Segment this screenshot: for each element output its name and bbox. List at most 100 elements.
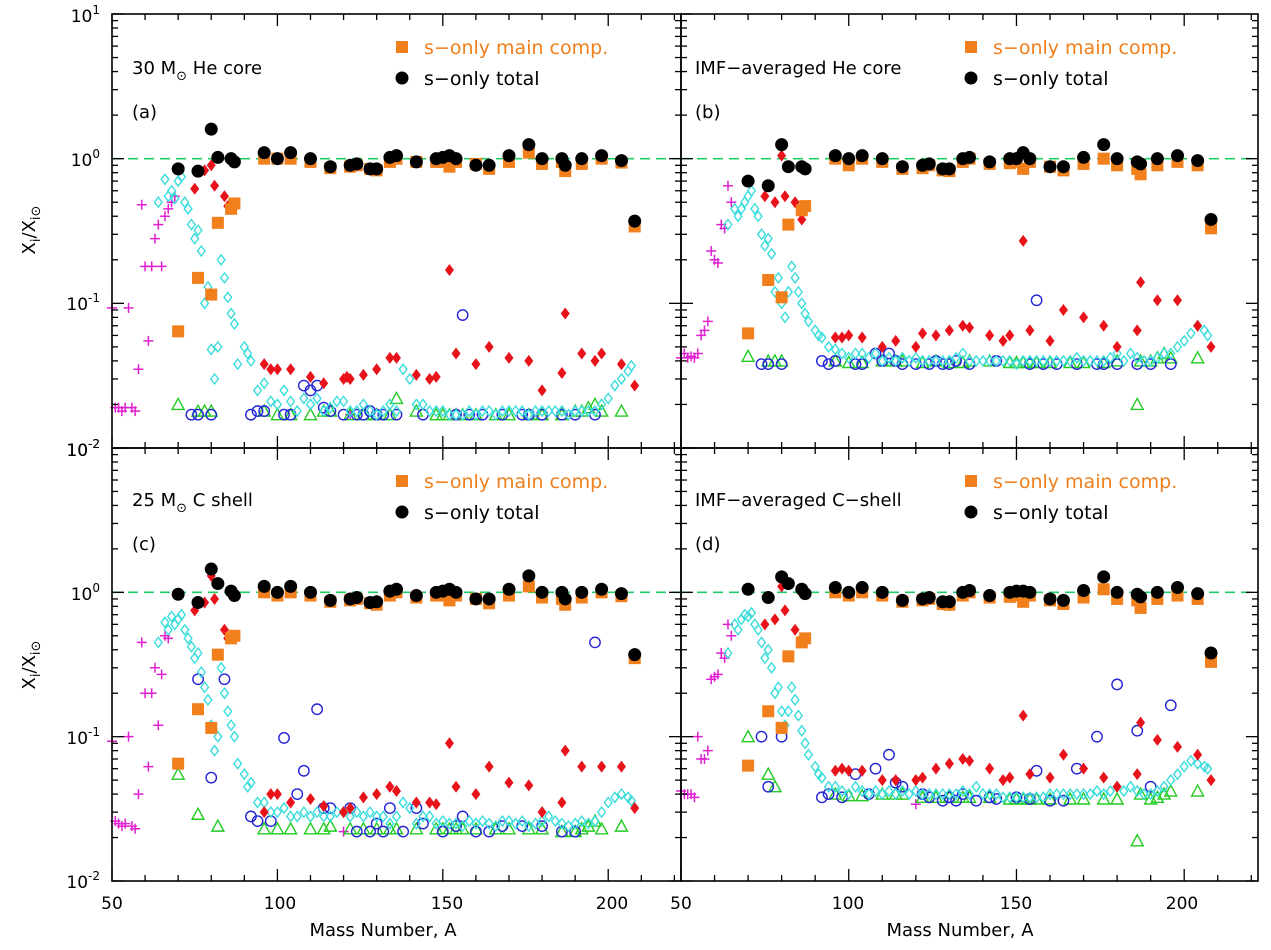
panel2-diamond-filled-point	[770, 196, 780, 209]
panel4-diamond-open-point	[760, 651, 770, 665]
panel2-diamond-open-point	[1139, 354, 1149, 368]
panel3-circle-point	[502, 582, 516, 596]
panel2-circle-point	[875, 152, 889, 166]
panel2-triangle-open-point	[841, 355, 856, 369]
header-part: 30 M	[132, 58, 176, 79]
y-title-part: /X	[19, 220, 40, 238]
panel3-diamond-filled-point	[345, 802, 355, 815]
panel4-triangle-open-point	[1133, 786, 1148, 800]
panel1-diamond-open-point	[219, 271, 230, 285]
panel4-diamond-open-point	[1192, 757, 1203, 770]
panel1-triangle-open-point	[303, 407, 318, 421]
panel3-circle-point	[350, 591, 364, 605]
panel1-square-point	[172, 325, 185, 338]
legend-square-marker	[396, 41, 408, 53]
panel4-diamond-filled-point	[844, 764, 854, 777]
panel2-circle-point	[1191, 154, 1205, 168]
panel4-circle-point	[1191, 587, 1205, 601]
panel-letter-1: (a)	[132, 102, 157, 123]
panel2-diamond-open-point	[991, 354, 1002, 368]
panel1-diamond-open-point	[206, 343, 216, 356]
panel4-diamond-open-point	[810, 760, 820, 773]
panel3-diamond-filled-point	[385, 780, 395, 793]
panel4-diamond-open-point	[917, 787, 928, 801]
panel2-diamond-open-point	[1031, 354, 1042, 368]
panel4-diamond-filled-point	[780, 604, 790, 617]
panel1-diamond-filled-point	[345, 372, 355, 385]
panel1-diamond-open-point	[491, 408, 501, 421]
panel1-diamond-open-point	[242, 347, 253, 360]
panel3-diamond-open-point	[590, 814, 600, 828]
panel2-plus-point	[722, 180, 733, 191]
panel1-circle-open-point	[251, 405, 264, 417]
panel2-diamond-filled-point	[857, 331, 867, 344]
panel3-diamond-open-point	[398, 796, 408, 809]
panel2-diamond-filled-point	[760, 190, 770, 203]
panel4-diamond-open-point	[753, 623, 763, 636]
panel2-circle-point	[798, 162, 812, 176]
panel2-triangle-open-point	[1133, 353, 1148, 367]
panel3-diamond-filled-point	[471, 788, 481, 801]
panel2-diamond-filled-point	[965, 321, 974, 334]
panel3-circle-open-point	[251, 815, 264, 828]
panel2-diamond-open-point	[978, 354, 988, 368]
panel4-diamond-open-point	[733, 623, 743, 636]
tick-base: 10	[66, 873, 88, 893]
panel1-plus-point	[153, 219, 164, 230]
panel1-diamond-open-point	[418, 398, 428, 411]
tick-base: 10	[66, 441, 88, 461]
panel3-circle-point	[469, 592, 483, 606]
tick-base: 10	[71, 151, 93, 171]
panel4-diamond-open-point	[931, 787, 941, 801]
panel3-triangle-open-point	[316, 821, 331, 835]
panel3-circle-point	[449, 585, 463, 599]
panel-header-4: IMF−averaged C−shell	[695, 490, 902, 511]
panel4-diamond-open-point	[870, 784, 881, 798]
panel4-diamond-open-point	[793, 709, 804, 722]
panel2-diamond-open-point	[1072, 351, 1082, 364]
panel4-circle-point	[798, 587, 812, 601]
x-tick-label-left: 100	[264, 894, 296, 914]
panel3-diamond-open-point	[226, 719, 236, 732]
panel3-plus-point	[143, 761, 154, 772]
panel3-circle-open-point	[370, 817, 383, 830]
panel4-diamond-open-point	[837, 784, 847, 798]
panel3-diamond-open-point	[229, 730, 240, 743]
panel2-circle-open-point	[822, 358, 835, 371]
panel-letter-2: (b)	[695, 102, 720, 123]
panel3-diamond-open-point	[550, 814, 560, 828]
panel3-diamond-filled-point	[392, 785, 401, 798]
panel3-triangle-open-point	[409, 821, 424, 835]
panel2-diamond-open-point	[823, 340, 834, 354]
panel3-circle-open-point	[589, 636, 601, 649]
panel3-diamond-filled-point	[630, 802, 640, 815]
legend-label-total: s−only total	[424, 502, 540, 524]
panel3-circle-point	[614, 587, 628, 601]
panel1-diamond-open-point	[626, 359, 637, 372]
panel1-diamond-filled-point	[560, 307, 570, 320]
panel1-diamond-open-point	[371, 408, 382, 421]
panel4-circle-point	[855, 581, 869, 595]
panel4-diamond-open-point	[1058, 787, 1069, 801]
panel2-circle-point	[1204, 212, 1218, 226]
panel3-diamond-filled-point	[372, 788, 382, 801]
header-part: 25 M	[132, 490, 176, 511]
panel3-diamond-open-point	[457, 819, 468, 833]
panel2-diamond-open-point	[783, 285, 794, 299]
panel3-diamond-open-point	[299, 805, 309, 819]
panel2-diamond-open-point	[746, 184, 757, 197]
panel4-square-point	[775, 721, 788, 734]
panel1-diamond-open-point	[497, 404, 508, 418]
panel1-triangle-open-point	[170, 396, 186, 411]
y-title-part: /X	[19, 655, 40, 673]
panel4-diamond-open-point	[1132, 784, 1142, 798]
panel4-circle-point	[1150, 585, 1164, 599]
panel3-circle-point	[303, 585, 317, 599]
panel1-circle-open-point	[456, 309, 469, 321]
panel2-triangle-open-point	[854, 355, 870, 369]
panel1-diamond-filled-point	[392, 351, 401, 364]
panel4-diamond-open-point	[756, 636, 767, 649]
legend-square-marker	[396, 475, 408, 487]
panel1-diamond-filled-point	[590, 354, 600, 367]
